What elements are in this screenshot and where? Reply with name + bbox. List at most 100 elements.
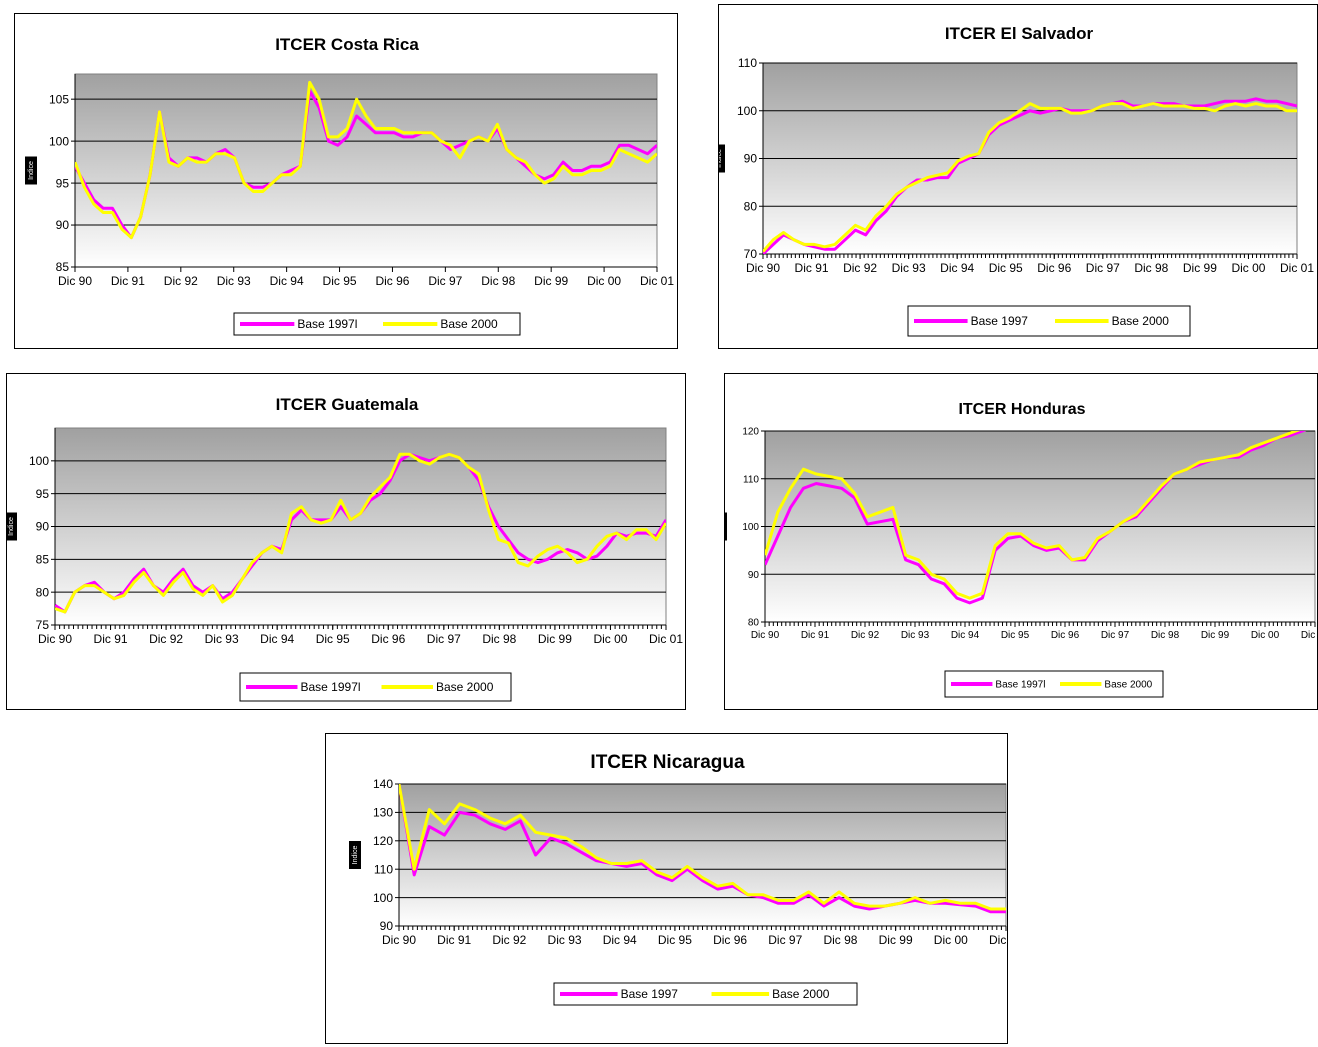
x-tick-label: Dic 94 bbox=[951, 630, 980, 641]
legend bbox=[553, 982, 858, 1006]
x-tick-label: Dic 01 bbox=[1280, 261, 1314, 275]
y-tick-label: 105 bbox=[49, 92, 69, 106]
plot-area bbox=[398, 783, 1007, 927]
y-tick-label: 110 bbox=[738, 56, 757, 70]
x-tick-label: Dic 94 bbox=[603, 933, 637, 947]
y-tick-label: 90 bbox=[380, 919, 394, 933]
x-tick-label: Dic 92 bbox=[149, 632, 183, 646]
x-tick-label: Dic 91 bbox=[94, 632, 128, 646]
y-axis-label: Indice bbox=[8, 517, 15, 536]
chart-svg: ITCER Nicaragua 90 100 110 120 130 140 Dic 90 Di… bbox=[349, 752, 1009, 1006]
x-tick-label: Dic 98 bbox=[481, 274, 515, 288]
chart-panel-nicaragua: ITCER Nicaragua 90 100 110 120 130 140 Dic 90 Di… bbox=[325, 733, 1009, 1044]
x-tick-label: Dic 95 bbox=[989, 261, 1023, 275]
x-tick-label: Dic 94 bbox=[270, 274, 304, 288]
y-axis-label-badge bbox=[7, 512, 17, 541]
x-tick-label: Dic 94 bbox=[940, 261, 974, 275]
x-tick-label: Dic 98 bbox=[1151, 630, 1180, 641]
chart-panel-el-salvador: ITCER El Salvador 70 80 90 100 110 Dic 90 Dic 9… bbox=[718, 4, 1318, 349]
x-tick-label: Dic 97 bbox=[1086, 261, 1120, 275]
y-axis-label: Indice bbox=[719, 149, 723, 168]
y-axis-label-badge bbox=[25, 156, 37, 185]
y-tick-label: 100 bbox=[742, 522, 759, 533]
legend-label: Base 2000 bbox=[772, 987, 830, 1001]
y-tick-label: 120 bbox=[742, 427, 759, 438]
series-line-base-2000 bbox=[75, 80, 657, 240]
y-tick-label: 80 bbox=[36, 585, 50, 599]
series-line-base-2000 bbox=[765, 431, 1301, 600]
x-tick-label: Dic 92 bbox=[851, 630, 880, 641]
y-tick-label: 80 bbox=[744, 199, 758, 213]
y-axis-label: Indice bbox=[28, 161, 35, 180]
chart-svg: ITCER Guatemala 75 80 85 90 95 100 Dic 90 Dic 91… bbox=[7, 395, 683, 702]
x-tick-label: Dic 96 bbox=[1037, 261, 1071, 275]
legend-label: Base 1997l bbox=[297, 317, 357, 331]
series-line-base-1997 bbox=[75, 89, 657, 240]
y-tick-label: 100 bbox=[29, 454, 49, 468]
x-tick-label: Dic 97 bbox=[768, 933, 802, 947]
x-tick-label: Dic 00 bbox=[1251, 630, 1280, 641]
x-tick-label: Dic 90 bbox=[58, 274, 92, 288]
y-axis-label-badge bbox=[725, 512, 727, 541]
x-tick-label: Dic 01 bbox=[640, 274, 674, 288]
y-tick-label: 110 bbox=[743, 474, 759, 485]
y-axis-label-badge bbox=[349, 841, 361, 869]
chart-svg: ITCER Honduras 80 90 100 110 120 Dic 90 Dic 91 D… bbox=[725, 401, 1318, 698]
y-tick-label: 110 bbox=[374, 862, 393, 876]
y-tick-label: 75 bbox=[36, 618, 50, 632]
y-tick-label: 90 bbox=[744, 152, 758, 166]
series-line-base-1997 bbox=[763, 97, 1297, 254]
x-tick-label: Dic 96 bbox=[713, 933, 747, 947]
legend-label: Base 2000 bbox=[1104, 680, 1152, 691]
x-tick-label: Dic 98 bbox=[1134, 261, 1168, 275]
chart-title: ITCER Guatemala bbox=[276, 395, 419, 414]
y-axis-label: Indice bbox=[352, 846, 359, 865]
x-tick-label: Dic 93 bbox=[548, 933, 582, 947]
chart-panel-honduras: ITCER Honduras 80 90 100 110 120 Dic 90 Dic 91 D… bbox=[724, 373, 1318, 710]
legend-label: Base 1997l bbox=[300, 680, 360, 694]
x-tick-label: Dic 91 bbox=[437, 933, 471, 947]
chart-svg: ITCER Costa Rica 85 90 95 100 105 Dic 90 Dic 91… bbox=[25, 35, 674, 336]
legend bbox=[233, 312, 521, 336]
x-tick-label: Dic 94 bbox=[260, 632, 294, 646]
chart-panel-guatemala: ITCER Guatemala 75 80 85 90 95 100 Dic 90 Dic 91… bbox=[6, 373, 686, 710]
x-tick-label: Dic 95 bbox=[1001, 630, 1030, 641]
legend-label: Base 1997 bbox=[621, 987, 679, 1001]
series-line-base-2000 bbox=[55, 452, 666, 614]
x-tick-label: Dic 91 bbox=[801, 630, 830, 641]
x-tick-label: Dic 90 bbox=[751, 630, 780, 641]
y-tick-label: 120 bbox=[373, 834, 393, 848]
y-tick-label: 80 bbox=[748, 618, 760, 629]
y-tick-label: 95 bbox=[56, 176, 70, 190]
x-tick-label: Dic 99 bbox=[534, 274, 568, 288]
x-tick-label: Dic 00 bbox=[593, 632, 627, 646]
x-tick-label: Dic 96 bbox=[375, 274, 409, 288]
x-tick-label: Dic 90 bbox=[38, 632, 72, 646]
x-tick-label: Dic 96 bbox=[1051, 630, 1080, 641]
x-tick-label: Dic 01 bbox=[649, 632, 683, 646]
x-tick-label: Dic 01 bbox=[989, 933, 1009, 947]
y-tick-label: 90 bbox=[36, 520, 50, 534]
x-tick-label: Dic 98 bbox=[823, 933, 857, 947]
chart-title: ITCER Costa Rica bbox=[275, 35, 419, 54]
chart-title: ITCER Nicaragua bbox=[590, 752, 745, 773]
x-tick-label: Dic 93 bbox=[217, 274, 251, 288]
x-tick-label: Dic 95 bbox=[323, 274, 357, 288]
y-tick-label: 140 bbox=[373, 777, 393, 791]
x-tick-label: Dic 92 bbox=[843, 261, 877, 275]
legend-label: Base 1997 bbox=[971, 314, 1029, 328]
x-tick-label: Dic 99 bbox=[879, 933, 913, 947]
y-tick-label: 95 bbox=[36, 487, 50, 501]
chart-svg: ITCER El Salvador 70 80 90 100 110 Dic 90 Dic 9… bbox=[719, 24, 1314, 337]
x-tick-label: Dic 97 bbox=[428, 274, 462, 288]
x-tick-label: Dic 99 bbox=[1201, 630, 1230, 641]
series-line-base-2000 bbox=[399, 784, 1006, 911]
x-tick-label: Dic 96 bbox=[371, 632, 405, 646]
chart-panel-costa-rica: ITCER Costa Rica 85 90 95 100 105 Dic 90 Dic 91… bbox=[14, 13, 678, 349]
chart-title: ITCER El Salvador bbox=[945, 24, 1094, 43]
x-tick-label: Dic 93 bbox=[205, 632, 239, 646]
y-tick-label: 70 bbox=[744, 247, 758, 261]
x-tick-label: Dic 95 bbox=[658, 933, 692, 947]
x-tick-label: Dic 98 bbox=[482, 632, 516, 646]
x-tick-label: Dic 00 bbox=[1231, 261, 1265, 275]
